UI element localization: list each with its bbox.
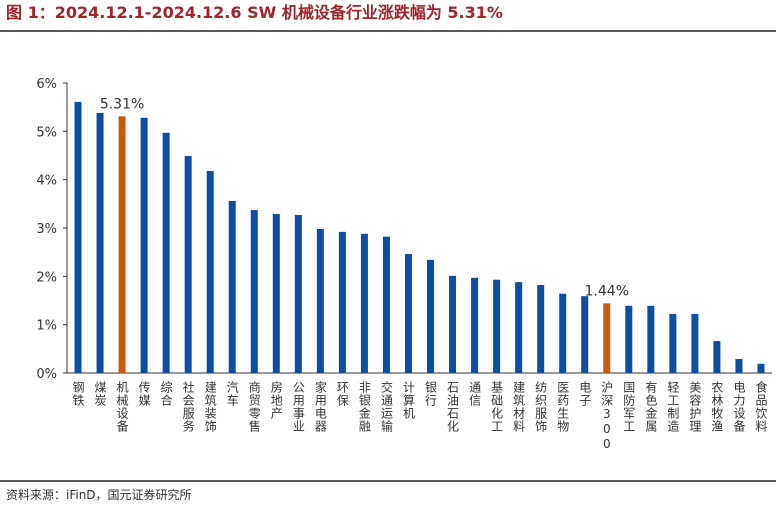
x-tick-label: 环保 [335, 381, 349, 407]
x-tick-label: 农林牧渔 [710, 381, 724, 433]
x-tick-label: 纺织服饰 [534, 381, 548, 433]
x-tick-label: 机械设备 [115, 381, 129, 433]
bar [184, 155, 192, 373]
bar [493, 279, 501, 373]
y-tick-label: 1% [36, 319, 57, 334]
x-tick-label: 公用事业 [291, 381, 305, 433]
x-tick-label: 商贸零售 [247, 380, 261, 433]
x-tick-label: 基础化工 [490, 381, 504, 433]
bar [382, 236, 390, 373]
bar [250, 210, 258, 373]
bar [118, 116, 126, 373]
x-tick-label: 医药生物 [556, 381, 570, 433]
bar [294, 214, 302, 373]
bar [140, 117, 148, 373]
x-tick-label: 银行 [424, 381, 438, 407]
bar [449, 275, 457, 373]
bar [162, 132, 170, 373]
x-tick-label: 计算机 [401, 381, 415, 420]
x-tick-label: 电力设备 [732, 381, 746, 433]
y-tick-label: 6% [36, 77, 57, 92]
x-tick-label: 非银金融 [357, 381, 371, 433]
y-tick-label: 0% [36, 367, 57, 382]
x-tick-label: 房地产 [269, 380, 283, 420]
bar [669, 314, 677, 373]
bar [74, 101, 82, 373]
bar [537, 285, 545, 373]
bar [96, 112, 104, 373]
x-tick-label: 汽车 [225, 380, 239, 407]
y-tick-label: 2% [36, 270, 57, 285]
bar [625, 305, 633, 373]
x-tick-label: 食品饮料 [754, 380, 768, 433]
x-tick-label: 综合 [159, 381, 173, 407]
bar [647, 305, 655, 373]
x-tick-label: 有色金属 [644, 381, 658, 433]
bar [691, 314, 699, 373]
chart-title: 图 1：2024.12.1-2024.12.6 SW 机械设备行业涨跌幅为 5.… [6, 3, 503, 22]
x-tick-label: 家用电器 [313, 380, 327, 433]
bar [272, 213, 280, 373]
x-tick-label: 钢铁 [71, 381, 85, 407]
x-tick-label: 沪深300 [600, 381, 614, 452]
bar [316, 228, 324, 373]
x-tick-label: 交通运输 [379, 380, 393, 433]
bar [603, 303, 611, 373]
source: 资料来源：iFinD，国元证券研究所 [6, 487, 192, 502]
x-tick-label: 建筑材料 [512, 381, 526, 433]
y-tick-label: 3% [36, 222, 57, 237]
x-tick-label: 社会服务 [181, 380, 195, 433]
x-tick-label: 美容护理 [688, 381, 702, 433]
y-tick-label: 4% [36, 174, 57, 189]
x-tick-label: 石油石化 [446, 381, 460, 433]
bar [206, 170, 214, 373]
x-tick-label: 建筑装饰 [203, 381, 217, 433]
bar [471, 277, 479, 373]
value-label: 1.44% [585, 283, 629, 299]
bar [757, 363, 765, 373]
bar [228, 200, 236, 373]
bar [404, 254, 412, 373]
y-tick-label: 5% [36, 125, 57, 140]
bar [581, 296, 589, 373]
bar [515, 282, 523, 373]
value-label: 5.31% [100, 96, 144, 112]
x-tick-label: 通信 [468, 381, 482, 407]
x-tick-label: 国防军工 [622, 381, 636, 433]
bar [713, 341, 721, 373]
x-tick-label: 传媒 [137, 380, 151, 407]
bar [427, 259, 435, 373]
x-tick-label: 电子 [578, 381, 592, 407]
bar [360, 233, 368, 373]
x-tick-label: 轻工制造 [666, 381, 680, 433]
bar [559, 293, 567, 373]
bar [735, 358, 743, 373]
bar [338, 231, 346, 373]
x-tick-label: 煤炭 [93, 381, 107, 407]
